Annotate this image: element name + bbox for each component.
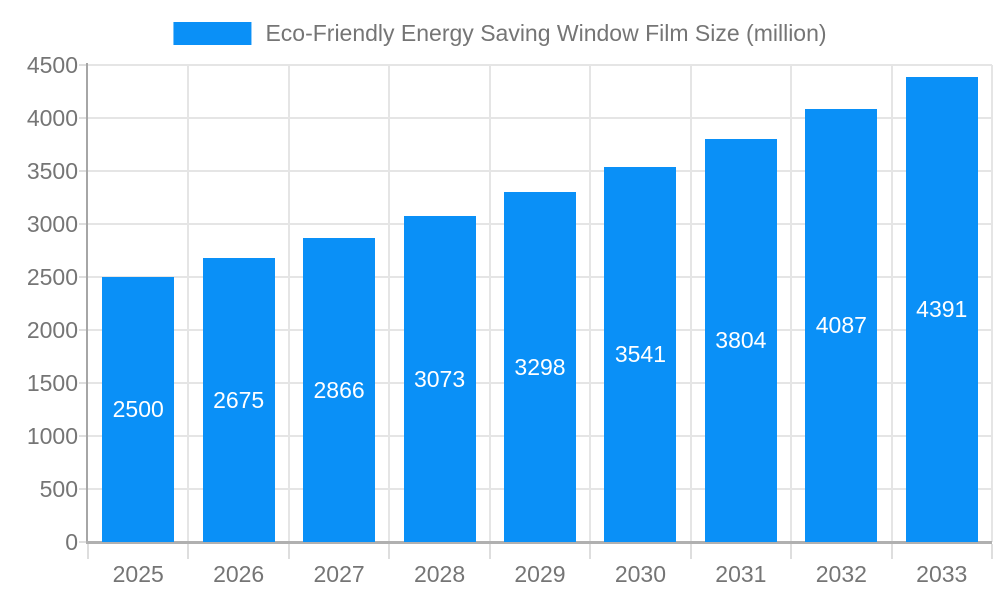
x-axis-tick-label: 2032 <box>815 561 867 587</box>
bar-value-label: 2500 <box>112 396 164 422</box>
bar-value-label: 4391 <box>916 295 968 322</box>
y-axis-tick <box>79 329 88 331</box>
x-axis-tick <box>488 544 491 559</box>
x-axis-tick <box>287 544 290 559</box>
x-axis-tick-label: 2030 <box>614 561 667 587</box>
y-axis-tick-label: 3500 <box>26 158 78 184</box>
y-axis-tick <box>79 382 88 384</box>
x-axis-tick <box>689 544 692 559</box>
gridline-vertical <box>790 65 793 542</box>
legend-label: Eco-Friendly Energy Saving Window Film S… <box>265 20 827 46</box>
x-axis-tick-label: 2033 <box>916 561 968 587</box>
gridline-vertical <box>287 65 290 542</box>
y-axis-tick-label: 0 <box>65 529 78 555</box>
x-axis-tick-label: 2026 <box>213 561 265 587</box>
gridline-vertical <box>589 65 592 542</box>
bar: 2500 <box>102 277 175 542</box>
x-axis-tick <box>187 544 190 559</box>
bar: 3541 <box>604 166 677 542</box>
chart-legend: Eco-Friendly Energy Saving Window Film S… <box>173 20 827 46</box>
bar-value-label: 3298 <box>514 353 566 380</box>
y-axis-tick-label: 1500 <box>26 370 78 396</box>
y-axis-tick <box>79 435 88 437</box>
bar-value-label: 4087 <box>815 311 867 338</box>
bar: 2866 <box>303 238 376 542</box>
x-axis-tick <box>890 544 893 559</box>
x-axis-tick <box>388 544 391 559</box>
bar-value-label: 2675 <box>213 386 265 413</box>
y-axis-line <box>86 63 88 544</box>
y-axis-tick <box>79 117 88 119</box>
bar: 3804 <box>704 138 777 542</box>
x-axis-tick <box>589 544 592 559</box>
y-axis-tick-label: 3000 <box>26 211 78 237</box>
y-axis-tick-label: 2000 <box>26 317 78 343</box>
x-axis-tick <box>991 544 993 559</box>
x-axis-tick-label: 2025 <box>112 561 164 587</box>
x-axis-tick-label: 2029 <box>514 561 566 587</box>
gridline-horizontal <box>88 170 992 172</box>
gridline-horizontal <box>88 117 992 119</box>
y-axis-tick <box>79 541 88 543</box>
bar: 3298 <box>504 192 576 542</box>
y-axis-tick-label: 4000 <box>26 105 78 131</box>
gridline-vertical <box>388 65 391 542</box>
bar: 2675 <box>202 258 275 542</box>
y-axis-tick <box>79 488 88 490</box>
y-axis-tick-label: 500 <box>39 476 78 502</box>
bar-value-label: 3541 <box>614 340 667 367</box>
x-axis-tick-label: 2031 <box>715 561 767 587</box>
gridline-vertical <box>187 65 190 542</box>
x-axis-line <box>86 541 992 544</box>
x-axis-tick <box>790 544 793 559</box>
bar: 3073 <box>403 216 476 542</box>
y-axis-tick <box>79 276 88 278</box>
y-axis-tick-label: 1000 <box>26 423 78 449</box>
bar: 4087 <box>805 108 878 542</box>
gridline-vertical <box>689 65 692 542</box>
y-axis-tick-label: 4500 <box>26 52 78 78</box>
x-axis-tick <box>87 544 89 559</box>
gridline-vertical <box>488 65 491 542</box>
y-axis-tick <box>79 64 88 66</box>
bar: 4391 <box>905 76 978 542</box>
x-axis-tick-label: 2027 <box>313 561 365 587</box>
y-axis-tick <box>79 170 88 172</box>
y-axis-tick-label: 2500 <box>26 264 78 290</box>
gridline-horizontal <box>88 64 992 66</box>
y-axis-tick <box>79 223 88 225</box>
bar-value-label: 2866 <box>313 376 365 403</box>
legend-swatch <box>173 21 252 45</box>
bar-value-label: 3804 <box>715 326 767 353</box>
x-axis-tick-label: 2028 <box>413 561 466 587</box>
bar-value-label: 3073 <box>413 365 466 392</box>
gridline-vertical <box>991 65 993 542</box>
gridline-vertical <box>890 65 893 542</box>
plot-area: 2500 2675 2866 3073 3298 3541 3804 4087 4391 <box>79 63 993 559</box>
